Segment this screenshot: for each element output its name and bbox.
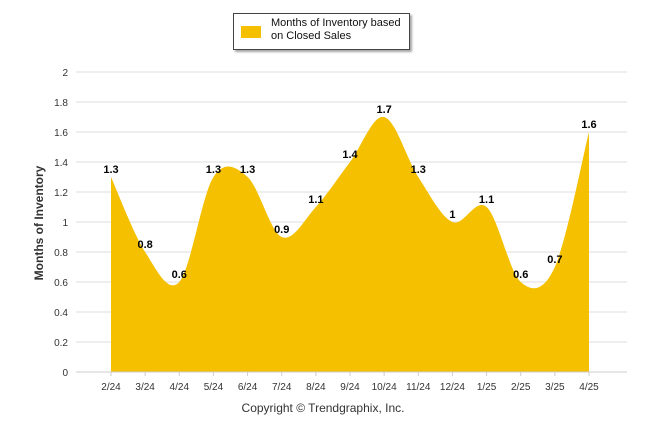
data-label: 1.3 (103, 164, 118, 176)
area-series (111, 116, 589, 372)
y-tick-label: 0.4 (54, 308, 68, 319)
legend-label: Months of Inventory based on Closed Sale… (271, 17, 401, 42)
x-axis-ticks: 2/24 3/24 4/24 5/24 6/24 7/24 8/24 9/24 10/24 11/… (101, 372, 599, 393)
data-label: 1 (449, 209, 455, 221)
x-tick-label: 7/24 (272, 382, 292, 393)
x-tick-label: 9/24 (340, 382, 360, 393)
x-tick-label: 4/24 (170, 382, 190, 393)
data-label: 1.3 (411, 164, 426, 176)
data-label: 0.7 (547, 254, 562, 266)
x-tick-label: 5/24 (204, 382, 224, 393)
y-tick-label: 0.8 (54, 248, 68, 259)
x-tick-label: 1/25 (477, 382, 497, 393)
y-tick-label: 0.2 (54, 338, 68, 349)
data-label: 0.6 (172, 269, 187, 281)
y-tick-label: 1 (62, 218, 68, 229)
x-tick-label: 2/24 (101, 382, 121, 393)
x-tick-label: 3/24 (135, 382, 155, 393)
y-tick-label: 0.6 (54, 278, 68, 289)
y-tick-label: 1.4 (54, 158, 68, 169)
data-label: 1.3 (206, 164, 221, 176)
x-tick-label: 3/25 (545, 382, 565, 393)
x-tick-label: 6/24 (238, 382, 258, 393)
data-label: 1.7 (376, 104, 391, 116)
y-axis-title: Months of Inventory (32, 165, 46, 280)
copyright-text: Copyright © Trendgraphix, Inc. (241, 401, 405, 415)
x-tick-label: 11/24 (406, 382, 431, 393)
x-tick-label: 12/24 (440, 382, 465, 393)
x-tick-label: 8/24 (306, 382, 326, 393)
y-tick-label: 1.8 (54, 98, 68, 109)
data-label: 0.8 (137, 239, 152, 251)
legend-swatch (241, 26, 261, 38)
y-tick-label: 0 (62, 368, 68, 379)
data-labels: 1.3 0.8 0.6 1.3 1.3 0.9 1.1 1.4 1.7 1.3 1 1.1 0.6 0.7… (103, 104, 596, 281)
x-tick-label: 10/24 (372, 382, 397, 393)
y-tick-label: 1.2 (54, 188, 68, 199)
data-label: 1.6 (581, 119, 596, 131)
x-tick-label: 2/25 (511, 382, 531, 393)
data-label: 0.9 (274, 224, 289, 236)
y-tick-label: 1.6 (54, 128, 68, 139)
legend: Months of Inventory based on Closed Sale… (233, 13, 410, 50)
data-label: 1.1 (308, 194, 323, 206)
data-label: 0.6 (513, 269, 528, 281)
data-label: 1.4 (342, 149, 358, 161)
data-label: 1.3 (240, 164, 255, 176)
y-axis-ticks: 0 0.2 0.4 0.6 0.8 1 1.2 1.4 1.6 1.8 2 (54, 68, 68, 379)
x-tick-label: 4/25 (579, 382, 599, 393)
data-label: 1.1 (479, 194, 494, 206)
y-tick-label: 2 (62, 68, 68, 79)
